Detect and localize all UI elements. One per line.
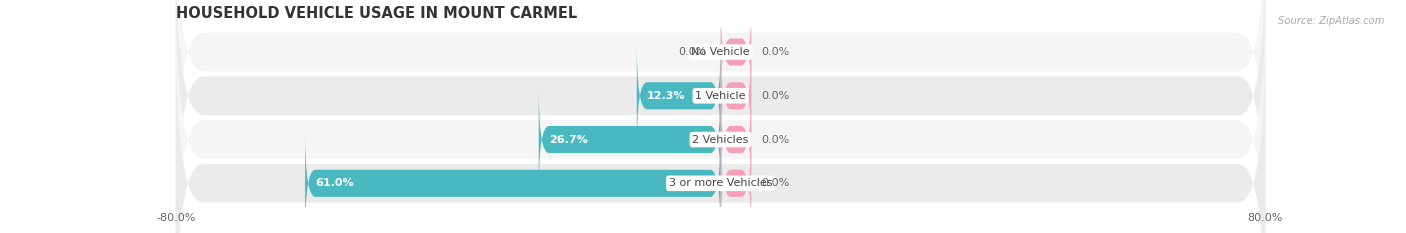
FancyBboxPatch shape <box>538 87 721 192</box>
Text: HOUSEHOLD VEHICLE USAGE IN MOUNT CARMEL: HOUSEHOLD VEHICLE USAGE IN MOUNT CARMEL <box>176 6 576 21</box>
FancyBboxPatch shape <box>721 44 751 148</box>
Text: 0.0%: 0.0% <box>679 47 707 57</box>
FancyBboxPatch shape <box>721 131 751 233</box>
Text: 0.0%: 0.0% <box>762 91 790 101</box>
FancyBboxPatch shape <box>721 87 751 192</box>
Text: 3 or more Vehicles: 3 or more Vehicles <box>669 178 772 188</box>
FancyBboxPatch shape <box>176 0 1265 208</box>
FancyBboxPatch shape <box>305 131 721 233</box>
Text: 1 Vehicle: 1 Vehicle <box>696 91 745 101</box>
Text: 61.0%: 61.0% <box>315 178 354 188</box>
Text: 2 Vehicles: 2 Vehicles <box>692 134 749 144</box>
Text: 0.0%: 0.0% <box>762 47 790 57</box>
FancyBboxPatch shape <box>176 27 1265 233</box>
Text: 26.7%: 26.7% <box>548 134 588 144</box>
FancyBboxPatch shape <box>721 0 751 104</box>
FancyBboxPatch shape <box>637 44 721 148</box>
Text: No Vehicle: No Vehicle <box>692 47 749 57</box>
Text: 0.0%: 0.0% <box>762 134 790 144</box>
FancyBboxPatch shape <box>176 0 1265 233</box>
Text: 0.0%: 0.0% <box>762 178 790 188</box>
Text: Source: ZipAtlas.com: Source: ZipAtlas.com <box>1278 16 1385 26</box>
FancyBboxPatch shape <box>176 0 1265 233</box>
Text: 12.3%: 12.3% <box>647 91 686 101</box>
